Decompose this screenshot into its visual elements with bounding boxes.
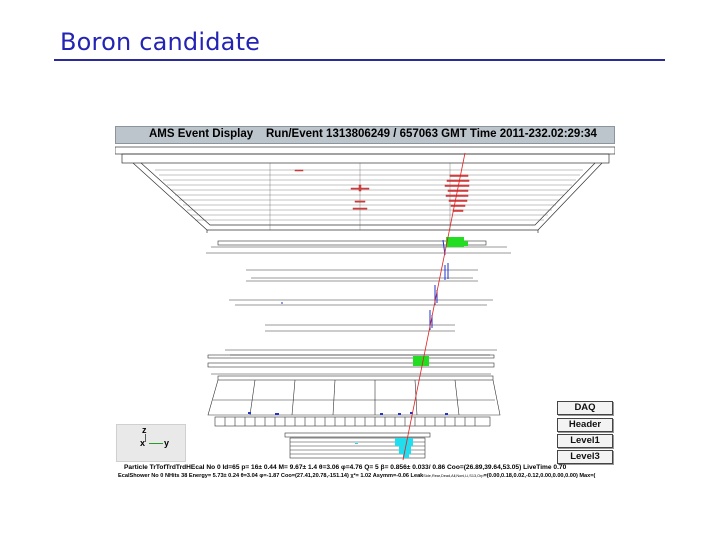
app-title: AMS Event Display [149, 128, 254, 140]
level3-button[interactable]: Level3 [557, 450, 613, 464]
trd-layers [155, 163, 583, 230]
shower-info-main: EcalShower No 0 NHits 38 Energy= 5.73± 0… [118, 473, 424, 479]
trd-hits [294, 169, 470, 212]
slide-title: Boron candidate [60, 28, 261, 56]
rich [207, 375, 501, 427]
daq-button[interactable]: DAQ [557, 401, 613, 415]
rich-hits [248, 412, 448, 415]
axis-z-label: z [142, 425, 147, 435]
tracker-hits [281, 239, 449, 330]
upper-tof-hit [446, 237, 464, 247]
axis-y-label: y [164, 438, 170, 448]
lower-tof-hit [413, 356, 429, 366]
tracker-planes [225, 269, 497, 356]
header-button[interactable]: Header [557, 418, 613, 432]
axis-x-label: x [140, 438, 146, 448]
particle-info: Particle TrTofTrdTrdHEcal No 0 Id=65 p= … [124, 464, 567, 471]
particle-track [402, 152, 466, 461]
run-event-label: Run/Event 1313806249 / 657063 GMT Time 2… [266, 128, 597, 140]
shower-info-tail: =(0.00,0.18,0.02,-0.12,0.00,0.00,0.00) M… [483, 473, 596, 479]
lower-tof [207, 354, 495, 375]
title-rule [54, 59, 665, 61]
axis-z-line [145, 434, 146, 442]
level1-button[interactable]: Level1 [557, 434, 613, 448]
axis-indicator: z x y [116, 424, 186, 462]
event-display-header: AMS Event Display Run/Event 1313806249 /… [115, 126, 615, 144]
axis-y-line [149, 443, 163, 444]
shower-info: EcalShower No 0 NHits 38 Energy= 5.73± 0… [118, 473, 610, 479]
detector-view [115, 146, 615, 461]
trd-frame [115, 146, 615, 233]
upper-tof-hit-2 [460, 241, 468, 246]
shower-info-tiny: Side,Rear,Dead,All,Noni,Li,S13,Orp [423, 474, 484, 478]
